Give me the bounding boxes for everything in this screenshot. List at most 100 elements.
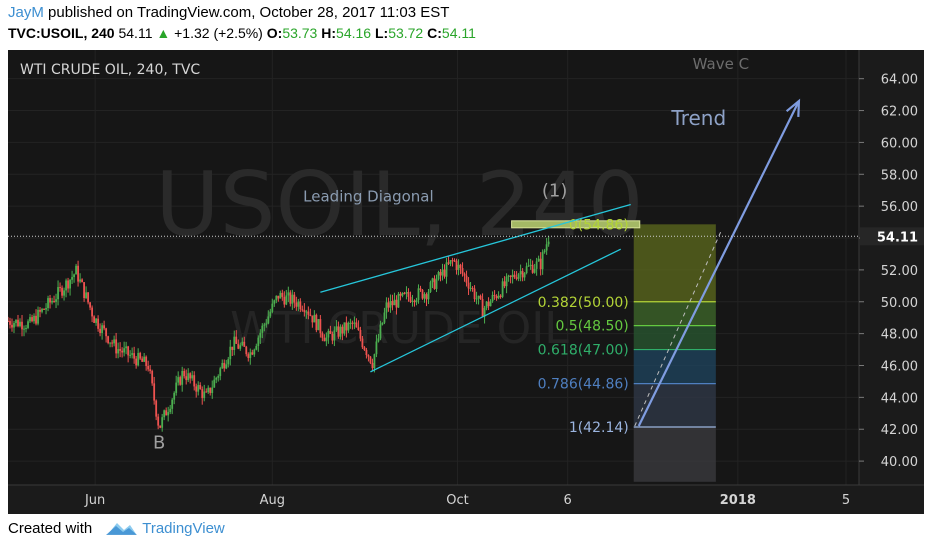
candle-body (261, 325, 264, 333)
candle-body (507, 275, 510, 277)
candle-body (395, 299, 398, 308)
candle-body (543, 250, 546, 253)
price-tick-label: 50.00 (881, 296, 918, 311)
price-tick-label: 52.00 (881, 264, 918, 279)
fib-level-label: 0.382(50.00) (538, 295, 629, 311)
candle-body (485, 301, 488, 308)
candle-body (535, 261, 538, 269)
candle-body (243, 341, 246, 347)
open-label: O: (266, 25, 283, 41)
candle-body (115, 339, 118, 354)
candle-body (489, 301, 492, 307)
tradingview-link[interactable]: TradingView (142, 519, 225, 537)
candle-body (541, 252, 544, 270)
candle-body (203, 391, 206, 399)
candle-body (23, 328, 25, 330)
candle-body (351, 322, 354, 324)
candle-body (285, 295, 288, 305)
candle-body (401, 292, 404, 296)
candle-body (191, 375, 194, 379)
candle-body (363, 347, 366, 350)
candle-body (181, 370, 184, 385)
candle-body (493, 294, 496, 296)
candle-body (153, 383, 156, 401)
candle-body (211, 387, 214, 394)
candle-body (415, 300, 418, 303)
fib-level-label: 0.5(48.50) (555, 319, 628, 335)
candle-body (85, 292, 87, 299)
candle-body (417, 288, 420, 301)
candle-body (301, 309, 304, 311)
candle-body (259, 332, 262, 338)
candle-body (223, 362, 226, 369)
candle-body (149, 369, 152, 371)
candle-body (17, 319, 19, 327)
candle-body (375, 341, 378, 355)
candle-body (245, 346, 248, 355)
publish-info: JayM published on TradingView.com, Octob… (8, 4, 449, 21)
candle-body (293, 294, 296, 303)
chart-annotation: (1) (542, 181, 568, 202)
candle-body (283, 296, 286, 305)
candle-body (201, 389, 204, 399)
time-tick-label: Jun (84, 493, 105, 508)
chart-annotation: B (153, 432, 165, 453)
candle-body (517, 274, 520, 279)
price-chart[interactable]: USOIL, 240 WTI CRUDE OIL 0(54.86) 0.382(50.… (8, 50, 924, 514)
candle-body (431, 278, 434, 283)
time-tick-label: 5 (842, 493, 850, 508)
time-tick-label: 6 (564, 493, 572, 508)
watermark-name: WTI CRUDE OIL (230, 303, 569, 354)
footer: Created with TradingView (8, 519, 225, 537)
channel-lower-line (370, 248, 622, 373)
candle-body (389, 301, 392, 308)
candle-body (433, 278, 436, 289)
candle-body (193, 375, 196, 387)
candle-body (343, 322, 346, 334)
candle-body (49, 298, 51, 303)
candle-body (499, 295, 502, 297)
time-tick-label: Aug (260, 493, 285, 508)
created-with-text: Created with (8, 519, 93, 537)
candle-body (449, 260, 452, 264)
last-price-tag (860, 227, 924, 246)
fib-level-label: 1(42.14) (569, 420, 629, 436)
price-tick-label: 62.00 (881, 105, 918, 120)
candle-body (281, 292, 284, 297)
candle-body (505, 276, 508, 287)
candle-body (443, 269, 446, 277)
candle-body (109, 342, 112, 344)
candle-body (107, 336, 110, 343)
candle-body (309, 314, 312, 316)
candle-body (89, 302, 91, 308)
candle-body (125, 346, 128, 349)
candle-body (515, 277, 518, 279)
candle-body (113, 339, 116, 344)
candle-body (213, 379, 216, 388)
time-tick-label: 2018 (720, 493, 756, 508)
candle-body (263, 324, 266, 326)
candle-body (339, 326, 342, 337)
candle-body (381, 322, 384, 325)
fib-level-label: 0.618(47.00) (538, 343, 629, 359)
candle-body (253, 349, 256, 355)
price-tick-label: 40.00 (881, 455, 918, 470)
candle-body (429, 282, 432, 292)
candle-body (119, 349, 122, 351)
candle-body (145, 356, 148, 366)
author-link[interactable]: JayM (8, 4, 44, 21)
candle-body (357, 327, 360, 331)
candle-body (127, 346, 130, 356)
candle-body (37, 309, 39, 324)
candle-body (503, 281, 506, 287)
candle-body (509, 275, 512, 277)
candle-body (47, 298, 49, 309)
candle-body (157, 416, 160, 426)
candle-body (129, 354, 132, 356)
candle-body (55, 299, 57, 302)
candle-body (205, 391, 208, 393)
candle-body (385, 302, 388, 313)
price-tick-label: 58.00 (881, 168, 918, 183)
candle-body (445, 262, 448, 277)
candle-body (333, 330, 336, 341)
